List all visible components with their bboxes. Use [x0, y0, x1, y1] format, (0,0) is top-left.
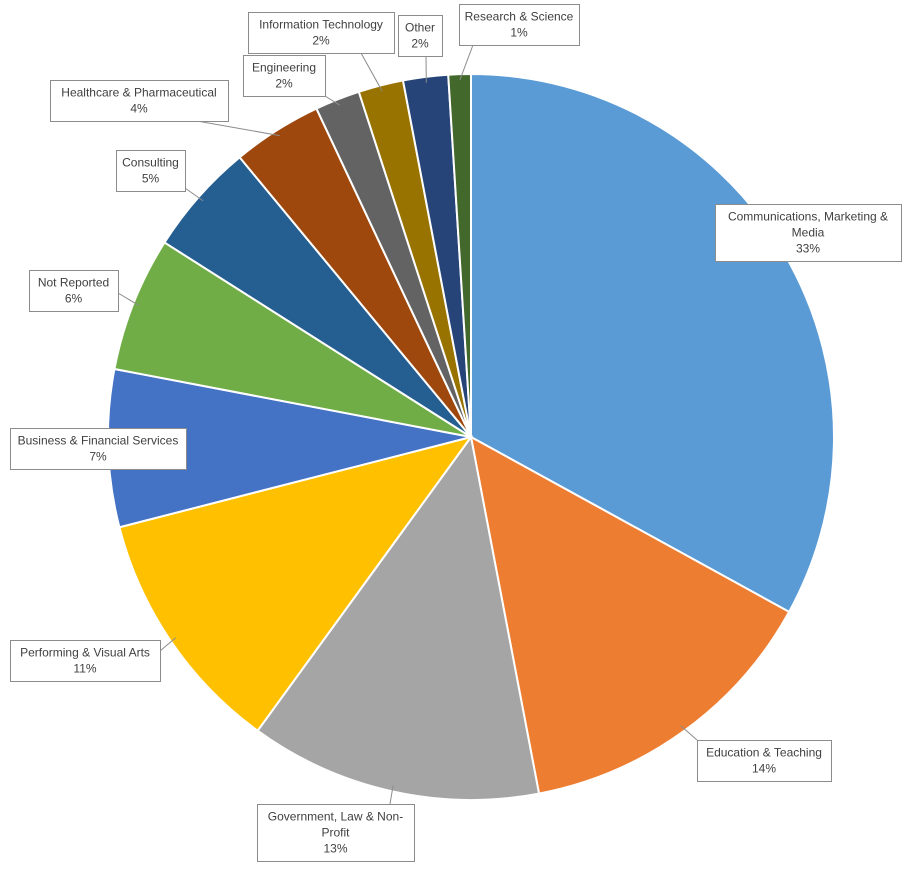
data-label-box: [10, 640, 161, 682]
data-label-percent: 5%: [142, 172, 160, 186]
data-label-percent: 11%: [73, 662, 96, 676]
data-label-category: Communications, Marketing &: [728, 210, 888, 224]
data-label: Education & Teaching 14%: [697, 740, 832, 782]
data-label-box: [50, 80, 229, 122]
data-label: Healthcare & Pharmaceutical 4%: [50, 80, 229, 122]
data-label-box: [116, 150, 186, 192]
leader-line: [159, 637, 177, 652]
data-label-box: [243, 55, 326, 97]
data-label: Engineering 2%: [243, 55, 326, 97]
data-label-percent: 1%: [510, 26, 528, 40]
data-label-box: [715, 204, 902, 262]
data-label: Government, Law & Non- Profit 13%: [257, 804, 415, 862]
data-label: Not Reported 6%: [29, 270, 119, 312]
leader-lines: [117, 44, 698, 805]
leader-line: [389, 785, 394, 805]
data-label: Information Technology 2%: [248, 12, 395, 54]
pie-slice-research-science: [447, 72, 472, 438]
data-label: Performing & Visual Arts 11%: [10, 640, 161, 682]
data-label-category: Government, Law & Non-: [268, 810, 403, 824]
data-label: Business & Financial Services 7%: [10, 428, 187, 470]
data-label-category: Education & Teaching: [706, 746, 822, 760]
data-label-category: Business & Financial Services: [18, 434, 179, 448]
data-label-percent: 13%: [323, 842, 347, 856]
data-label-category: Research & Science: [465, 10, 574, 24]
data-labels: Communications, Marketing & Media 33% Educa…: [10, 4, 902, 862]
data-label: Consulting 5%: [116, 150, 186, 192]
data-label-percent: 2%: [312, 34, 330, 48]
data-label-box: [10, 428, 187, 470]
data-label-percent: 7%: [89, 450, 107, 464]
data-label: Communications, Marketing & Media 33%: [715, 204, 902, 262]
data-label-box: [697, 740, 832, 782]
data-label-box: [459, 4, 580, 46]
pie-slices: [107, 72, 835, 801]
data-label-box: [257, 804, 415, 862]
leader-line: [184, 187, 204, 202]
data-label-category: Not Reported: [38, 276, 109, 290]
data-label-percent: 14%: [752, 762, 776, 776]
data-label-category: Information Technology: [259, 18, 383, 32]
data-label-category: Media: [792, 226, 825, 240]
data-label-category: Profit: [321, 826, 350, 840]
pie-slice-education-teaching: [469, 435, 791, 795]
data-label-percent: 33%: [796, 242, 820, 256]
leader-line: [324, 95, 340, 106]
data-label: Other 2%: [398, 15, 443, 57]
leader-line: [360, 52, 383, 92]
leader-line: [117, 292, 140, 307]
leader-line: [459, 44, 474, 81]
data-label-percent: 4%: [130, 102, 148, 116]
data-label-category: Consulting: [122, 156, 179, 170]
pie-slice-not-reported: [113, 241, 472, 438]
data-label-box: [398, 15, 443, 57]
leader-line: [196, 120, 280, 137]
data-label-category: Healthcare & Pharmaceutical: [61, 86, 216, 100]
data-label-percent: 2%: [411, 37, 429, 51]
data-label-category: Other: [405, 21, 435, 35]
data-label-box: [29, 270, 119, 312]
data-label: Research & Science 1%: [459, 4, 580, 46]
data-label-category: Engineering: [252, 61, 316, 75]
leader-line: [680, 725, 698, 741]
data-label-percent: 2%: [275, 77, 293, 91]
pie-slice-performing-visual-arts: [118, 435, 474, 733]
data-label-percent: 6%: [65, 292, 83, 306]
data-label-category: Performing & Visual Arts: [20, 646, 150, 660]
data-label-box: [248, 12, 395, 54]
